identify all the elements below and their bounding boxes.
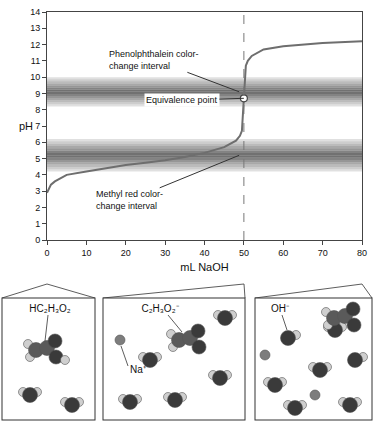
svg-text:C₂H₃O₂⁻: C₂H₃O₂⁻ [141, 303, 179, 314]
svg-text:4: 4 [35, 170, 40, 180]
svg-text:Na⁺: Na⁺ [130, 364, 147, 375]
svg-text:0: 0 [35, 235, 40, 245]
svg-text:Phenolphthalein color-change i: Phenolphthalein color-change interval [109, 49, 199, 71]
svg-text:5: 5 [35, 154, 40, 164]
svg-text:60: 60 [278, 248, 288, 258]
svg-text:7: 7 [35, 121, 40, 131]
svg-text:Equivalence point: Equivalence point [146, 95, 218, 105]
svg-text:50: 50 [239, 248, 249, 258]
svg-text:3: 3 [35, 186, 40, 196]
svg-text:mL NaOH: mL NaOH [180, 261, 229, 273]
svg-text:9: 9 [35, 89, 40, 99]
svg-text:11: 11 [31, 56, 40, 66]
svg-text:Methyl red color-change interv: Methyl red color-change interval [96, 189, 163, 211]
svg-text:10: 10 [30, 72, 40, 82]
svg-text:pH: pH [19, 120, 33, 132]
svg-text:70: 70 [318, 248, 328, 258]
svg-text:12: 12 [30, 40, 40, 50]
svg-text:10: 10 [81, 248, 91, 258]
svg-text:8: 8 [35, 105, 40, 115]
svg-text:40: 40 [199, 248, 209, 258]
svg-text:6: 6 [35, 137, 40, 147]
svg-text:13: 13 [30, 23, 40, 33]
svg-text:80: 80 [357, 248, 367, 258]
svg-text:30: 30 [160, 248, 170, 258]
svg-text:HC₂H₃O₂: HC₂H₃O₂ [29, 303, 70, 314]
svg-text:2: 2 [35, 203, 40, 213]
svg-text:OH⁻: OH⁻ [271, 303, 290, 314]
svg-text:20: 20 [121, 248, 131, 258]
svg-text:0: 0 [44, 248, 49, 258]
svg-text:14: 14 [30, 7, 40, 17]
svg-text:1: 1 [35, 219, 40, 229]
